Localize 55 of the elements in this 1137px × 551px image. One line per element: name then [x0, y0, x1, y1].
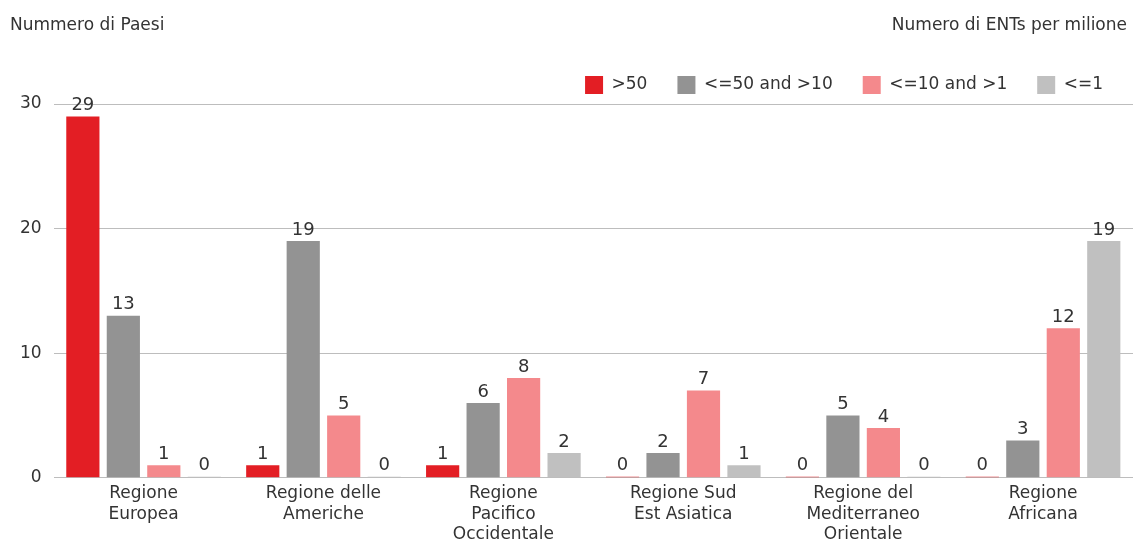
bar [466, 403, 500, 478]
data-label: 13 [111, 292, 135, 314]
bar [826, 415, 860, 478]
data-label: 0 [616, 453, 629, 475]
bar [327, 415, 361, 478]
data-label: 5 [337, 392, 350, 414]
data-label: 3 [1017, 417, 1029, 439]
bar [866, 427, 900, 478]
bar [426, 465, 460, 478]
bar [1006, 440, 1040, 478]
bar [646, 452, 680, 478]
data-label: 5 [837, 392, 849, 414]
data-label: 0 [976, 453, 989, 475]
bar [286, 241, 320, 478]
data-label: 6 [477, 379, 489, 401]
data-label: 19 [1092, 217, 1116, 239]
bar [686, 390, 721, 478]
bar [106, 315, 140, 478]
data-label: 1 [436, 442, 449, 464]
data-label: 29 [71, 93, 95, 115]
x-tick-label: Regione delle Americhe [265, 482, 382, 523]
data-label: 7 [697, 367, 710, 389]
bar [246, 465, 280, 478]
legend-title: Numero di ENTs per milione [891, 14, 1127, 34]
data-label: 0 [796, 453, 809, 475]
data-label: 0 [918, 453, 930, 475]
data-label: 4 [877, 404, 890, 426]
legend-label: <=1 [1063, 73, 1104, 94]
y-tick-label: 10 [19, 341, 42, 362]
bar [1046, 328, 1080, 478]
data-label: 1 [257, 442, 269, 464]
bar [66, 116, 100, 478]
y-tick-label: 0 [30, 466, 42, 487]
data-label: 2 [657, 429, 669, 451]
data-label: 19 [291, 217, 315, 239]
y-tick-label: 20 [19, 217, 42, 238]
y-tick-label: 30 [19, 92, 42, 113]
data-label: 2 [558, 429, 570, 451]
data-label: 0 [378, 453, 390, 475]
bar [507, 378, 541, 478]
x-tick-label: Regione Pacifico Occidentale [452, 482, 554, 544]
legend-label: <=50 and >10 [703, 73, 833, 94]
x-tick-label: Regione del Mediterraneo Orientale [806, 482, 920, 544]
x-tick-label: Regione Sud Est Asiatica [630, 482, 737, 523]
y-axis-title: Nummero di Paesi [10, 14, 165, 34]
data-label: 1 [738, 442, 750, 464]
x-tick-label: Regione Africana [1008, 482, 1078, 523]
data-label: 8 [517, 354, 530, 376]
legend-label: >50 [611, 73, 648, 94]
legend-label: <=10 and >1 [889, 73, 1008, 94]
data-label: 1 [158, 442, 170, 464]
bar [147, 465, 181, 478]
data-label: 12 [1051, 304, 1075, 326]
data-label: 0 [198, 453, 211, 475]
x-tick-label: Regione Europea [108, 482, 179, 523]
